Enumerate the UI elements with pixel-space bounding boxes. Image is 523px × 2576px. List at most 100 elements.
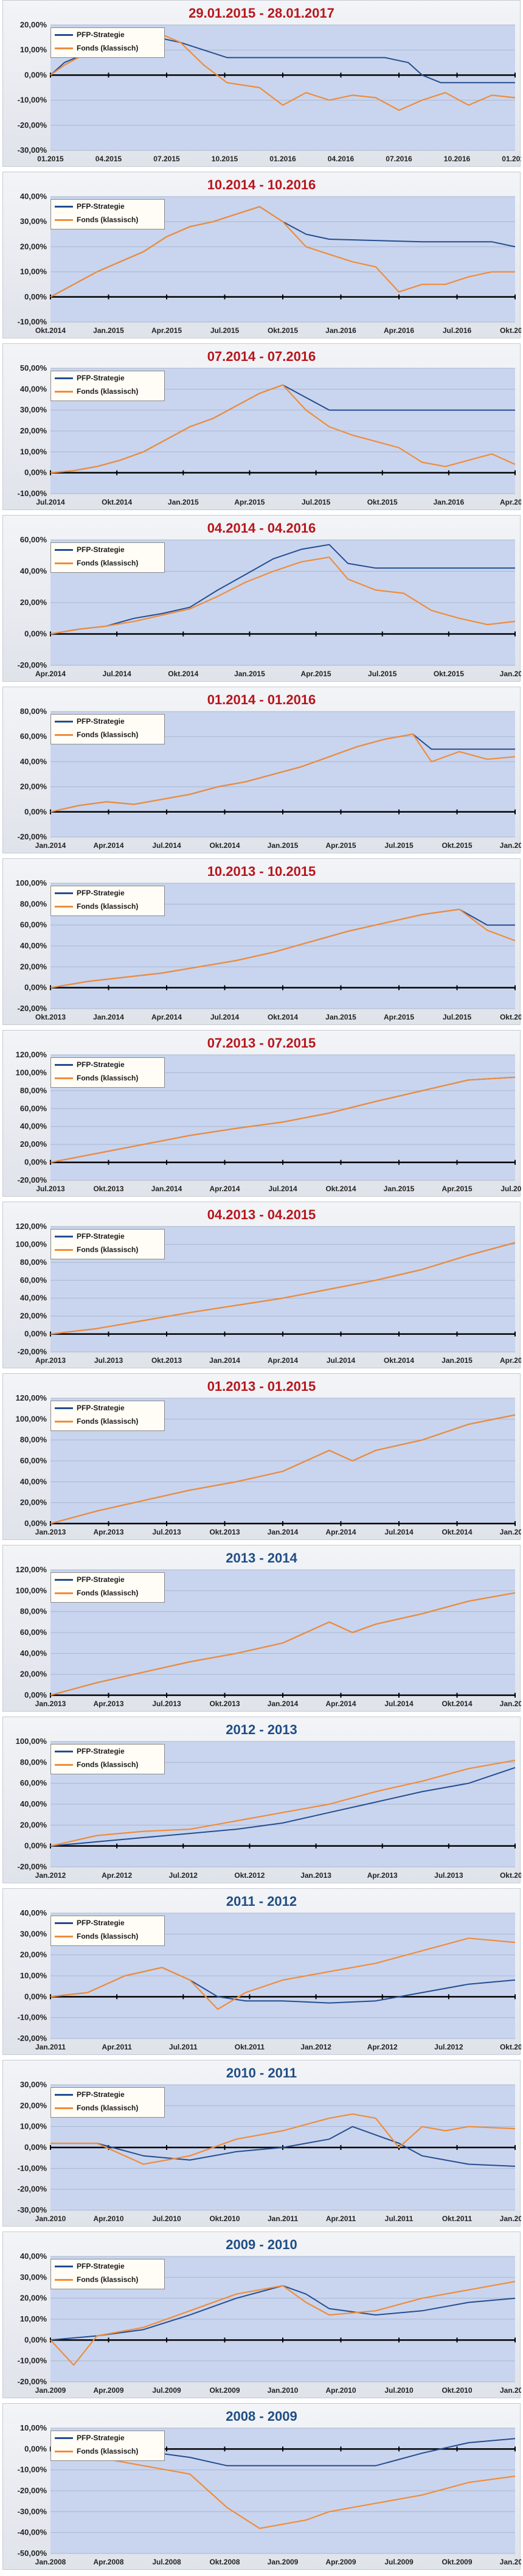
legend-item-strategy: PFP-Strategie [51,2088,164,2101]
legend-swatch [55,1935,73,1937]
x-tick-label: Okt.2011 [235,2043,265,2051]
x-tick-label: 04.2015 [95,155,122,163]
x-tick-label: Okt.2015 [434,670,464,678]
y-tick-label: 60,00% [20,1275,47,1284]
y-tick-label: 30,00% [20,217,47,226]
x-tick-label: Okt.2015 [268,326,298,335]
x-tick-label: Apr.2011 [102,2043,132,2051]
x-tick-label: Okt.2011 [442,2214,473,2223]
x-tick-label: Apr.2016 [384,326,414,335]
legend-label: Fonds (klassisch) [77,1932,139,1941]
y-tick-label: -20,00% [18,832,47,841]
legend-item-fund: Fonds (klassisch) [51,213,164,226]
y-tick-label: 20,00% [20,2101,47,2110]
y-tick-label: 30,00% [20,1929,47,1938]
chart-title: 04.2014 - 04.2016 [207,520,316,536]
x-tick-label: Okt.2013 [500,1871,521,1880]
x-tick-label: 01.2017 [502,155,521,163]
x-tick-label: Okt.2008 [209,2558,240,2566]
x-tick-label: Jul.2014 [327,1356,356,1365]
x-tick-label: Jan.2016 [433,498,464,506]
chart-title: 01.2013 - 01.2015 [207,1379,316,1394]
x-tick-label: Apr.2009 [325,2558,356,2566]
x-tick-label: Okt.2010 [209,2214,240,2223]
y-tick-label: 10,00% [20,2122,47,2131]
x-tick-label: Apr.2014 [93,841,123,850]
y-tick-label: -10,00% [18,2465,47,2474]
y-tick-label: 40,00% [20,2252,47,2261]
legend-label: PFP-Strategie [77,1747,125,1755]
y-tick-label: 0,00% [24,807,47,816]
x-tick-label: 01.2015 [37,155,64,163]
legend: PFP-Strategie Fonds (klassisch) [50,1916,165,1946]
y-tick-label: -20,00% [18,1175,47,1185]
x-tick-label: Apr.2013 [367,1871,398,1880]
chart-canvas: -30,00% -20,00% -10,00% 0,00% 10,00% 20,00% 01… [18,20,521,163]
legend-swatch [55,1420,73,1423]
chart-panel: 2013 - 2014 0,00% 20,00% 40,00% 60,00% 80,00%… [2,1545,521,1712]
x-tick-label: Apr.2016 [500,498,521,506]
x-tick-label: Jan.2012 [300,2043,331,2051]
legend-swatch [55,548,73,551]
series-line-fund [50,2281,516,2366]
y-tick-label: 100,00% [16,1068,47,1077]
x-tick-label: Okt.2015 [442,841,472,850]
legend-label: PFP-Strategie [77,889,125,897]
x-tick-label: Apr.2011 [326,2214,356,2223]
chart-canvas: -30,00% -20,00% -10,00% 0,00% 10,00% 20,00% 30… [18,2080,521,2223]
legend-item-strategy: PFP-Strategie [51,28,164,41]
y-tick-label: 40,00% [20,1293,47,1303]
y-tick-label: -10,00% [18,96,47,105]
legend-label: PFP-Strategie [77,2262,125,2270]
x-tick-label: Apr.2015 [301,670,331,678]
legend-swatch [55,377,73,379]
legend-swatch [55,390,73,393]
legend-swatch [55,33,73,36]
x-tick-label: Okt.2014 [209,841,240,850]
x-tick-label: Okt.2014 [325,1185,356,1193]
x-tick-label: Jan.2015 [93,326,124,335]
y-tick-label: 100,00% [16,1737,47,1746]
y-tick-label: 120,00% [16,1050,47,1059]
legend-swatch [55,1407,73,1409]
x-tick-label: Apr.2013 [93,1528,123,1536]
legend-item-strategy: PFP-Strategie [51,1916,164,1930]
legend-label: Fonds (klassisch) [77,387,139,396]
y-tick-label: 20,00% [20,962,47,971]
legend-item-fund: Fonds (klassisch) [51,1415,164,1428]
y-tick-label: -40,00% [18,2528,47,2537]
series-line-strategy [50,2126,516,2167]
x-tick-label: Okt.2013 [209,1528,240,1536]
legend: PFP-Strategie Fonds (klassisch) [50,886,165,916]
y-tick-label: -50,00% [18,2549,47,2558]
chart-canvas: -20,00% 0,00% 20,00% 40,00% 60,00% 80,00% 100,… [16,1222,521,1365]
chart-panel: 2010 - 2011 -30,00% -20,00% -10,00% 0,00% 10,… [2,2060,521,2227]
y-tick-label: 0,00% [24,2335,47,2344]
x-tick-label: Jan.2013 [300,1871,331,1880]
series-line-fund [50,556,516,635]
legend-label: PFP-Strategie [77,1575,125,1584]
legend-label: PFP-Strategie [77,202,125,211]
x-tick-label: Apr.2015 [500,1356,521,1365]
chart-panel: 10.2014 - 10.2016 -10,00% 0,00% 10,00% 20,00… [2,172,521,338]
chart-canvas: -50,00% -40,00% -30,00% -20,00% -10,00% 0,00%… [18,2423,521,2566]
x-tick-label: Jul.2011 [169,2043,198,2051]
chart-canvas: 0,00% 20,00% 40,00% 60,00% 80,00% 100,00% 120,… [16,1565,521,1708]
legend-label: Fonds (klassisch) [77,2447,139,2455]
legend-swatch [55,1248,73,1251]
chart-panel: 2009 - 2010 -20,00% -10,00% 0,00% 10,00% 20,0… [2,2231,521,2398]
x-tick-label: Okt.2009 [209,2386,240,2395]
legend-label: PFP-Strategie [77,1404,125,1412]
chart-canvas: -10,00% 0,00% 10,00% 20,00% 30,00% 40,00% 50,0… [18,363,521,506]
y-tick-label: 80,00% [20,899,47,908]
legend: PFP-Strategie Fonds (klassisch) [50,2431,165,2461]
series-line-fund [50,1076,516,1163]
y-tick-label: 40,00% [20,1908,47,1917]
legend-swatch [55,2093,73,2096]
x-tick-label: 10.2016 [444,155,471,163]
legend-item-fund: Fonds (klassisch) [51,556,164,570]
y-tick-label: 80,00% [20,1258,47,1267]
legend-item-fund: Fonds (klassisch) [51,2101,164,2115]
x-tick-label: Jul.2011 [385,2214,414,2223]
y-tick-label: -10,00% [18,489,47,498]
